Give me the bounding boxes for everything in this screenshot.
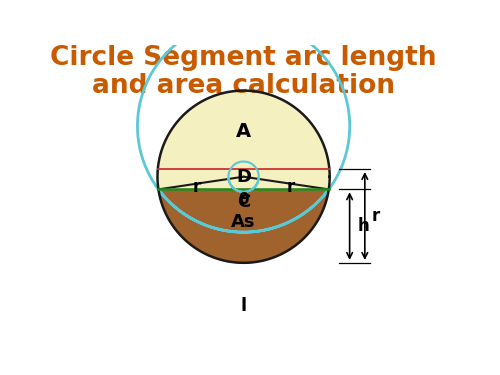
Text: θ: θ <box>238 192 249 207</box>
Text: Circle Segment arc length: Circle Segment arc length <box>50 45 437 71</box>
Text: and area calculation: and area calculation <box>92 73 395 99</box>
Text: As: As <box>232 213 256 231</box>
Text: r: r <box>192 178 201 196</box>
Text: A: A <box>236 122 251 141</box>
Text: r: r <box>371 207 380 225</box>
Polygon shape <box>158 189 329 263</box>
Text: r: r <box>286 178 294 196</box>
Text: C: C <box>237 193 250 211</box>
Polygon shape <box>158 91 330 262</box>
Text: D: D <box>236 168 251 186</box>
Text: l: l <box>240 297 246 315</box>
Polygon shape <box>158 91 330 263</box>
Text: h: h <box>357 217 369 235</box>
